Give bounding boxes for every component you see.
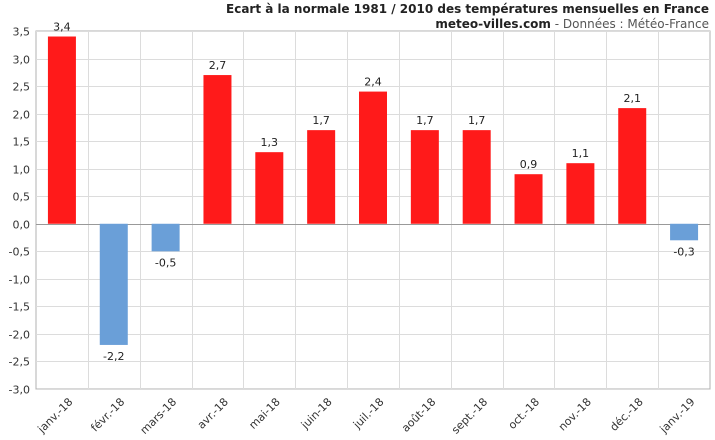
chart-title: Ecart à la normale 1981 / 2010 des tempé…: [226, 2, 709, 16]
y-tick-label: 0,5: [13, 191, 31, 204]
bar: [462, 130, 491, 224]
data-label: 1,1: [572, 147, 590, 160]
data-label: 1,7: [468, 114, 486, 127]
x-tick-label: janv.-19: [657, 395, 698, 436]
y-tick-label: 1,5: [13, 136, 31, 149]
bar: [618, 108, 647, 224]
x-tick-label: juin-18: [298, 395, 335, 432]
data-label: 1,7: [312, 114, 330, 127]
x-tick-label: mai-18: [246, 395, 282, 431]
bar: [203, 75, 232, 224]
x-tick-label: sept.-18: [449, 395, 490, 436]
y-tick-label: -1,5: [9, 301, 30, 314]
y-tick-label: 1,0: [13, 164, 31, 177]
data-label: -0,3: [673, 245, 694, 258]
y-tick-label: 3,5: [13, 26, 31, 39]
data-label: 0,9: [520, 158, 538, 171]
x-tick-label: juil.-18: [350, 395, 386, 431]
y-tick-label: 2,0: [13, 109, 31, 122]
subtitle-source: - Données : Météo-France: [550, 17, 709, 31]
bar: [514, 174, 543, 224]
x-tick-label: mars-18: [138, 395, 179, 436]
data-label: 2,4: [364, 76, 382, 89]
data-label: 2,7: [209, 59, 227, 72]
x-tick-label: févr.-18: [88, 395, 127, 434]
x-tick-label: août-18: [399, 395, 438, 434]
data-label: 2,1: [623, 92, 641, 105]
data-label: 3,4: [53, 21, 71, 34]
data-label: 1,3: [261, 136, 279, 149]
bar: [359, 91, 387, 224]
x-tick-label: oct.-18: [506, 395, 542, 431]
x-tick-label: janv.-18: [35, 395, 76, 436]
y-tick-label: 3,0: [13, 54, 31, 67]
subtitle-site: meteo-villes.com: [435, 17, 551, 31]
bar: [47, 36, 76, 224]
y-tick-label: 2,5: [13, 81, 31, 94]
bar: [307, 130, 336, 224]
y-tick-label: -2,5: [9, 356, 30, 369]
y-tick-label: -1,0: [9, 274, 30, 287]
y-tick-label: -2,0: [9, 329, 30, 342]
bar: [99, 223, 128, 345]
y-tick-label: -3,0: [9, 384, 30, 397]
x-tick-label: déc.-18: [607, 395, 645, 433]
y-tick-label: -0,5: [9, 246, 30, 259]
data-label: -2,2: [103, 350, 124, 363]
bar: [255, 152, 284, 224]
y-tick-label: 0,0: [13, 219, 31, 232]
chart-subtitle: meteo-villes.com - Données : Météo-Franc…: [435, 17, 709, 31]
data-label: 1,7: [416, 114, 434, 127]
x-tick-label: nov.-18: [556, 395, 594, 433]
bar: [566, 163, 595, 224]
x-tick-label: avr.-18: [195, 395, 231, 431]
bar: [410, 130, 439, 224]
bar: [670, 223, 699, 241]
bar: [151, 223, 180, 252]
data-label: -0,5: [155, 256, 176, 269]
